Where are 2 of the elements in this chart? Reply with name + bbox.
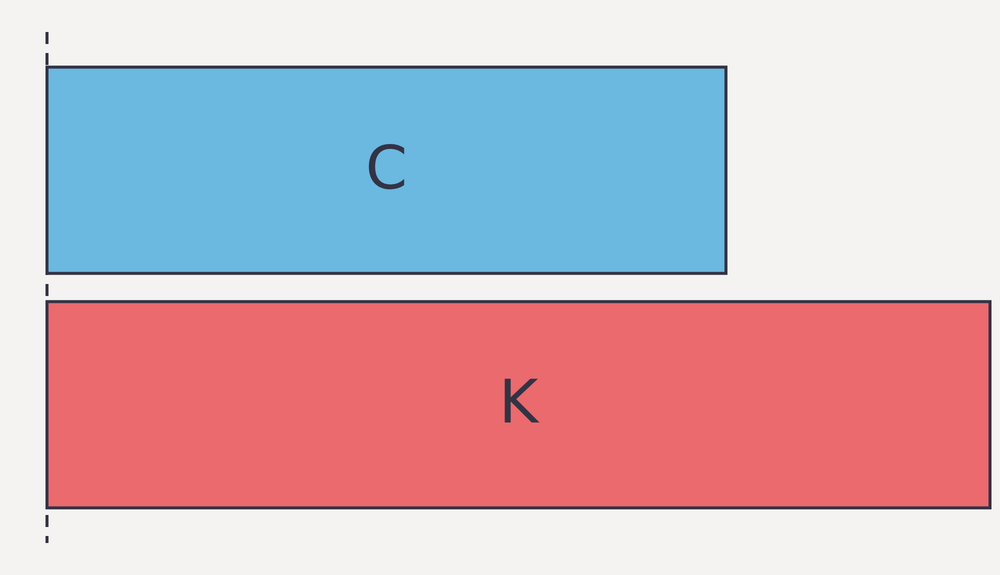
y-tick-label: K xyxy=(498,368,540,438)
y-tick-label: C xyxy=(366,133,408,204)
